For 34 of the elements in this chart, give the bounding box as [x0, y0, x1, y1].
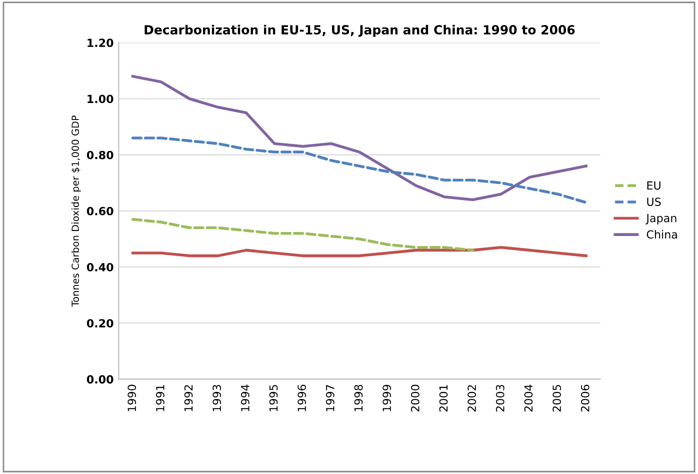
legend-label: EU	[647, 181, 660, 190]
x-tick-label: 1994	[240, 384, 250, 412]
legend-label: China	[646, 230, 677, 239]
x-tick-label: 2005	[552, 385, 562, 412]
x-tick-label: 2004	[524, 384, 533, 412]
x-tick-label: 1992	[184, 385, 193, 412]
y-tick-label: 0.40	[86, 262, 114, 272]
line-series	[131, 136, 588, 204]
x-tick-label: 2000	[410, 384, 420, 412]
x-tick-label: 1990	[128, 384, 136, 412]
line-series	[131, 218, 474, 252]
x-tick-label: 2003	[496, 384, 504, 412]
y-tick-label: 1.20	[88, 38, 114, 48]
x-tick-label: 2006	[580, 384, 590, 412]
x-tick-label: 1995	[269, 385, 278, 412]
y-tick-label: 0.80	[86, 150, 114, 160]
x-tick-label: 1991	[156, 385, 164, 412]
chart-title: Decarbonization in EU-15, US, Japan and China: 1990 to 2006	[144, 24, 575, 37]
legend-label: US	[647, 198, 661, 206]
line-series	[131, 74, 588, 202]
y-tick-label: 0.20	[86, 319, 114, 328]
y-tick-label: 0.00	[86, 375, 114, 384]
y-tick-label: 0.60	[86, 206, 114, 216]
x-tick-label: 1999	[382, 384, 392, 412]
y-axis-title: Tonnes Carbon Dioxide per $1,000 GDP	[71, 115, 81, 307]
x-tick-label: 2001	[439, 385, 448, 412]
x-tick-label: 1996	[298, 384, 306, 412]
x-tick-label: 1998	[354, 384, 363, 412]
y-tick-label: 1.00	[88, 94, 114, 104]
line-series	[131, 246, 588, 258]
x-tick-label: 1993	[212, 384, 222, 412]
x-tick-label: 1997	[326, 385, 334, 412]
legend-label: Japan	[646, 214, 676, 224]
x-tick-label: 2002	[468, 385, 476, 412]
